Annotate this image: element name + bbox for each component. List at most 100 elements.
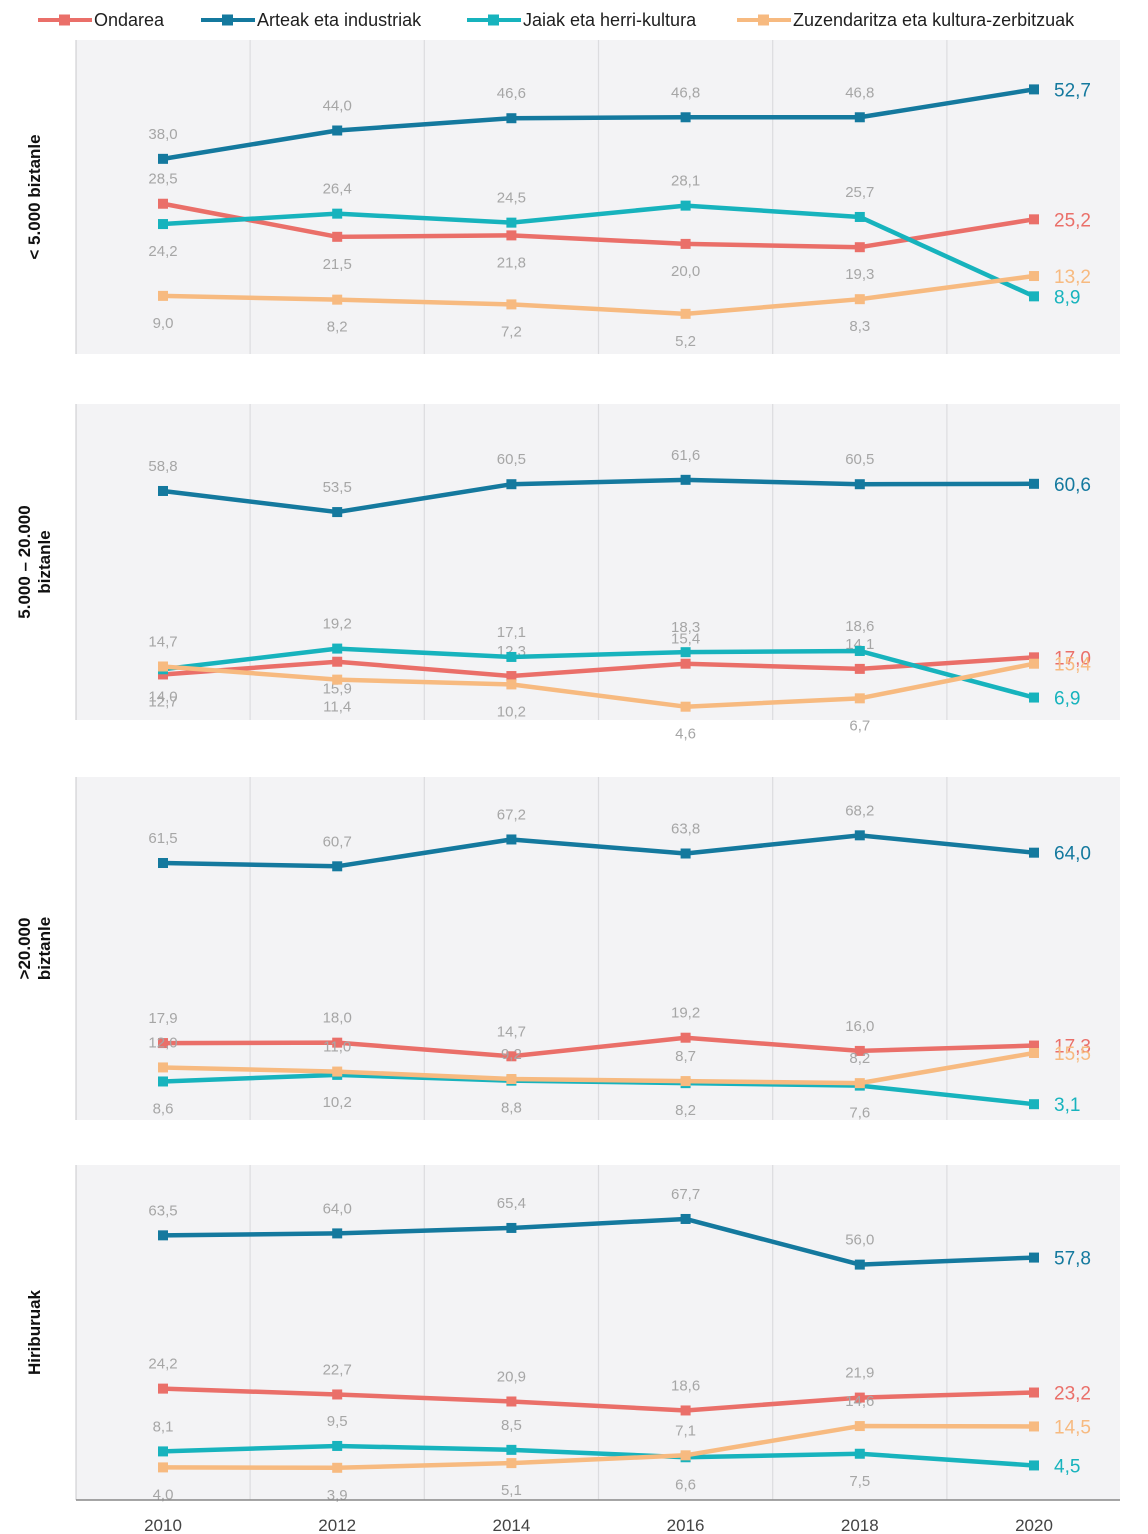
end-value-label: 57,8	[1054, 1249, 1091, 1270]
panel-row-label-line: biztanle	[35, 917, 54, 980]
x-tick-label: 2018	[841, 1516, 879, 1534]
legend-label: Jaiak eta herri-kultura	[523, 10, 697, 30]
data-point-marker	[854, 1045, 865, 1056]
x-tick-label: 2012	[318, 1516, 356, 1534]
data-point-marker	[506, 1458, 517, 1469]
data-value-label: 10,2	[497, 703, 526, 720]
data-value-label: 53,5	[323, 479, 352, 496]
data-point-marker	[1029, 1047, 1039, 1058]
panel-row-label: Hiriburuak	[25, 1289, 44, 1375]
series-zuzendaritza-eta-kultura-zerbitzuak: 12,0 11,0 9,2 8,7 8,2 15,5	[148, 1034, 1091, 1089]
panel-4: Hiriburuak 24,2 22,7 20,9 18,6 21,9 23,2 63,5 64…	[25, 1165, 1120, 1504]
data-point-marker	[158, 1062, 168, 1073]
data-value-label: 7,5	[849, 1473, 870, 1490]
legend-swatch-marker	[488, 14, 499, 26]
data-point-marker	[332, 208, 343, 219]
data-value-label: 14,6	[845, 1393, 874, 1410]
data-value-label: 8,2	[327, 319, 348, 336]
data-value-label: 28,5	[148, 171, 177, 188]
data-point-marker	[332, 1389, 343, 1400]
data-point-marker	[854, 1392, 865, 1403]
data-value-label: 46,6	[497, 85, 526, 102]
data-point-marker	[1029, 652, 1039, 663]
series-ondarea: 24,2 22,7 20,9 18,6 21,9 23,2	[148, 1356, 1091, 1416]
series-line	[162, 1035, 1035, 1059]
data-value-label: 24,2	[148, 243, 177, 260]
data-point-marker	[1029, 658, 1039, 669]
legend-item-jaiak-eta-herri-kultura: Jaiak eta herri-kultura	[467, 10, 697, 30]
data-value-label: 44,0	[323, 98, 352, 115]
series-line	[162, 201, 1035, 250]
data-point-marker	[1029, 847, 1039, 858]
data-point-marker	[680, 1076, 691, 1087]
data-point-marker	[680, 1405, 691, 1416]
data-value-label: 20,0	[671, 263, 700, 280]
end-value-label: 8,9	[1054, 287, 1080, 308]
data-point-marker	[332, 507, 343, 518]
data-point-marker	[680, 474, 691, 485]
data-point-marker	[158, 1076, 168, 1087]
data-point-marker	[158, 1038, 168, 1049]
series-jaiak-eta-herri-kultura: 8,1 9,5 8,5 6,6 7,5 4,5	[153, 1413, 1081, 1493]
series-ondarea: 17,9 18,0 14,7 19,2 16,0 17,3	[148, 1005, 1091, 1062]
legend-item-arteak-eta-industriak: Arteak eta industriak	[201, 10, 422, 30]
legend-label: Arteak eta industriak	[257, 10, 422, 30]
data-point-marker	[506, 1396, 517, 1407]
data-point-marker	[332, 674, 343, 685]
data-value-label: 9,5	[327, 1413, 348, 1430]
data-point-marker	[1029, 271, 1039, 282]
data-value-label: 58,8	[148, 458, 177, 475]
data-point-marker	[332, 1228, 343, 1239]
data-value-label: 8,7	[675, 1048, 696, 1065]
data-point-marker	[332, 125, 343, 136]
data-point-marker	[332, 1037, 343, 1048]
chart-panels: < 5.000 biztanle 28,5 21,5 21,8 20,0 19,3 25,2…	[15, 40, 1120, 1504]
series-arteak-eta-industriak: 61,5 60,7 67,2 63,8 68,2 64,0	[148, 802, 1091, 872]
data-point-marker	[332, 1462, 343, 1473]
data-point-marker	[158, 1383, 168, 1394]
data-value-label: 3,9	[327, 1487, 348, 1504]
data-value-label: 10,2	[323, 1094, 352, 1111]
end-value-label: 14,5	[1054, 1417, 1091, 1438]
end-value-label: 52,7	[1054, 80, 1091, 101]
data-point-marker	[158, 219, 168, 230]
data-point-marker	[332, 643, 343, 654]
data-value-label: 26,4	[323, 181, 352, 198]
data-point-marker	[854, 693, 865, 704]
data-point-marker	[854, 1421, 865, 1432]
data-value-label: 61,5	[148, 830, 177, 847]
series-line	[162, 87, 1035, 162]
series-arteak-eta-industriak: 38,0 44,0 46,6 46,8 46,8 52,7	[148, 80, 1091, 164]
data-point-marker	[1029, 1252, 1039, 1263]
data-point-marker	[332, 656, 343, 667]
data-value-label: 21,9	[845, 1365, 874, 1382]
data-point-marker	[854, 1259, 865, 1270]
data-point-marker	[680, 1213, 691, 1224]
data-point-marker	[1029, 84, 1039, 95]
data-value-label: 7,6	[849, 1105, 870, 1122]
data-point-marker	[506, 651, 517, 662]
data-value-label: 46,8	[671, 84, 700, 101]
data-value-label: 38,0	[148, 126, 177, 143]
data-point-marker	[158, 1446, 168, 1457]
legend-swatch-marker	[59, 14, 70, 26]
data-point-marker	[506, 834, 517, 845]
data-point-marker	[680, 308, 691, 319]
end-value-label: 15,4	[1054, 655, 1091, 676]
data-value-label: 19,2	[323, 616, 352, 633]
panel-row-label: >20.000biztanle	[15, 917, 54, 980]
data-value-label: 17,9	[148, 1010, 177, 1027]
data-value-label: 63,8	[671, 821, 700, 838]
data-point-marker	[854, 479, 865, 490]
panel-row-label-line: biztanle	[35, 530, 54, 593]
x-tick-label: 2016	[667, 1516, 705, 1534]
end-value-label: 6,9	[1054, 689, 1080, 710]
data-value-label: 8,5	[501, 1417, 522, 1434]
data-point-marker	[158, 669, 168, 680]
data-value-label: 63,5	[148, 1202, 177, 1219]
data-point-marker	[506, 1222, 517, 1233]
x-tick-label: 2020	[1015, 1516, 1053, 1534]
data-point-marker	[854, 663, 865, 674]
data-point-marker	[158, 485, 168, 496]
series-ondarea: 12,715,912,315,4 14,117,0	[148, 631, 1091, 711]
